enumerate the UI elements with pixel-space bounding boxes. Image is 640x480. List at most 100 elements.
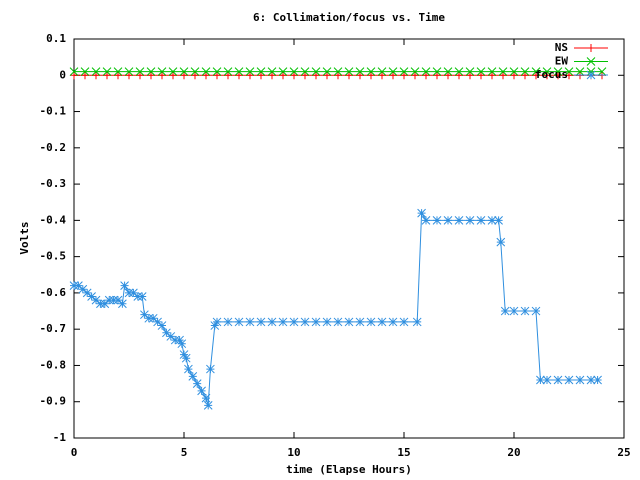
point-marker (355, 317, 365, 327)
point-marker (389, 71, 397, 80)
point-marker (593, 375, 602, 385)
point-marker (212, 317, 222, 327)
point-marker (223, 67, 233, 76)
point-marker (500, 306, 510, 316)
point-marker (290, 71, 298, 80)
point-marker (378, 71, 386, 80)
point-marker (102, 67, 112, 76)
point-marker (333, 67, 343, 76)
point-marker (466, 71, 474, 80)
point-marker (289, 317, 299, 327)
point-marker (554, 71, 562, 80)
point-marker (246, 71, 254, 80)
point-marker (210, 321, 220, 330)
point-marker (192, 379, 202, 388)
point-marker (180, 71, 188, 80)
point-marker (133, 292, 143, 301)
point-marker (202, 71, 210, 80)
point-marker (201, 393, 211, 403)
point-marker (120, 281, 129, 291)
point-marker (477, 71, 485, 80)
legend-marker (586, 57, 596, 66)
y-tick-label: -0.5 (40, 250, 67, 263)
point-marker (388, 67, 398, 76)
point-marker (543, 71, 551, 80)
point-marker (509, 67, 519, 76)
point-marker (146, 67, 156, 76)
point-marker (234, 317, 244, 327)
x-tick-label: 10 (287, 446, 300, 459)
point-marker (267, 317, 277, 327)
point-marker (344, 317, 354, 327)
point-marker (168, 67, 178, 76)
point-marker (542, 375, 552, 385)
point-marker (278, 67, 288, 76)
point-marker (300, 67, 310, 76)
point-marker (494, 216, 503, 225)
plot-frame (73, 38, 625, 439)
point-marker (488, 71, 496, 80)
point-marker (96, 299, 105, 309)
point-marker (565, 71, 573, 80)
point-marker (444, 71, 452, 80)
point-marker (166, 332, 176, 341)
series-line (74, 211, 598, 406)
point-marker (432, 67, 442, 76)
point-marker (443, 216, 453, 225)
point-marker (224, 71, 232, 80)
point-marker (124, 67, 134, 76)
point-marker (520, 306, 530, 316)
point-marker (104, 295, 114, 305)
point-marker (140, 310, 149, 320)
point-marker (421, 216, 431, 225)
point-marker (267, 67, 277, 76)
point-marker (113, 295, 123, 305)
y-tick-label: -1 (53, 431, 67, 444)
point-marker (553, 67, 563, 76)
point-marker (278, 317, 288, 327)
point-marker (399, 317, 409, 327)
y-tick-label: 0.1 (46, 32, 66, 45)
point-marker (564, 67, 574, 76)
point-marker (170, 335, 180, 345)
point-marker (148, 313, 158, 323)
point-marker (201, 67, 211, 76)
point-marker (433, 71, 441, 80)
x-tick-label: 0 (71, 446, 78, 459)
y-tick-label: -0.4 (40, 213, 67, 226)
point-marker (498, 67, 508, 76)
point-marker (417, 208, 426, 218)
point-marker (311, 317, 321, 327)
point-marker (136, 71, 144, 80)
point-marker (109, 295, 118, 305)
y-tick-label: -0.9 (40, 395, 67, 408)
point-marker (257, 71, 265, 80)
point-marker (256, 317, 266, 327)
point-marker (355, 67, 365, 76)
point-marker (234, 67, 244, 76)
point-marker (256, 67, 266, 76)
x-axis-label: time (Elapse Hours) (286, 463, 412, 476)
x-tick-label: 20 (507, 446, 520, 459)
legend-label: EW (555, 55, 569, 68)
x-tick-label: 15 (397, 446, 410, 459)
point-marker (184, 364, 193, 374)
y-tick-label: -0.6 (40, 286, 67, 299)
legend-label: NS (555, 41, 568, 54)
y-tick-label: -0.8 (40, 358, 67, 371)
point-marker (465, 216, 475, 225)
point-marker (575, 67, 585, 76)
point-marker (124, 288, 134, 298)
point-marker (206, 364, 215, 374)
point-marker (542, 67, 552, 76)
point-marker (377, 317, 387, 327)
point-marker (509, 306, 519, 316)
point-marker (443, 67, 453, 76)
point-marker (135, 67, 145, 76)
point-marker (454, 67, 464, 76)
point-marker (157, 67, 167, 76)
point-marker (311, 67, 321, 76)
point-marker (91, 67, 101, 76)
y-tick-label: -0.2 (40, 141, 67, 154)
